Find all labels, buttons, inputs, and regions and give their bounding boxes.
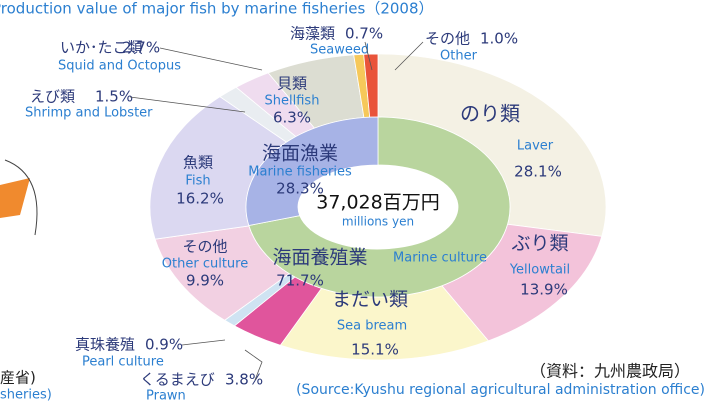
- value-label: 15.1%: [351, 341, 399, 359]
- segment-label-en: Shellfish: [265, 94, 320, 109]
- value-label: 6.3%: [273, 109, 311, 127]
- ring-label-en: Marine culture: [393, 251, 487, 266]
- segment-label-en: Prawn: [146, 389, 186, 402]
- segment-label: その他: [182, 238, 227, 256]
- ring-label-en: Marine fisheries: [248, 165, 352, 180]
- value-label: 9.9%: [186, 272, 224, 290]
- value-label: 1.5%: [95, 88, 133, 106]
- segment-label-en: Other culture: [162, 257, 248, 272]
- fragment: sheries): [0, 388, 52, 402]
- chart-title: Production value of major fish by marine…: [0, 0, 434, 18]
- value-label: 1.0%: [480, 30, 518, 48]
- ring-label: 海面養殖業: [272, 247, 367, 269]
- segment-label-en: Yellowtail: [509, 263, 570, 278]
- segment-label-en: Pearl culture: [82, 355, 164, 370]
- segment-label-en: Fish: [185, 174, 210, 189]
- ring-label: 海面漁業: [262, 143, 338, 165]
- segment-label: その他: [425, 30, 470, 48]
- segment-label: えび類: [30, 88, 75, 106]
- center-label: 37,028百万円: [316, 192, 439, 214]
- chart: Production value of major fish by marine…: [0, 0, 715, 402]
- value-label: 28.3%: [276, 180, 324, 198]
- center-unit: millions yen: [342, 215, 414, 229]
- segment-label-en: Sea bream: [337, 319, 407, 334]
- value-label: 28.1%: [514, 163, 562, 181]
- value-label: 2.7%: [122, 39, 160, 57]
- value-label: 16.2%: [176, 190, 224, 208]
- segment-label: 真珠養殖: [75, 336, 135, 354]
- segment-label-en: Seaweed: [310, 43, 369, 58]
- segment-label: ぶり類: [511, 233, 568, 255]
- segment-label: 魚類: [183, 154, 213, 172]
- segment-label-en: Squid and Octopus: [58, 59, 181, 74]
- segment-label-en: Laver: [517, 139, 554, 154]
- fragment-shape: [0, 178, 30, 218]
- value-label: 0.7%: [345, 25, 383, 43]
- source: (Source:Kyushu regional agricultural adm…: [296, 382, 705, 398]
- segment-label: まだい類: [332, 289, 408, 311]
- leader-line: [182, 340, 225, 345]
- value-label: 13.9%: [520, 281, 568, 299]
- segment-label: のり類: [460, 102, 520, 126]
- source: （資料：九州農政局）: [530, 362, 690, 381]
- segment-label-en: Shrimp and Lobster: [25, 106, 153, 121]
- value-label: 71.7%: [276, 272, 324, 290]
- value-label: 0.9%: [145, 336, 183, 354]
- segment-label: 海藻類: [290, 25, 335, 43]
- fragment: 産省): [0, 369, 36, 387]
- segment-label: くるまえび: [140, 371, 215, 389]
- segment-label: 貝類: [277, 75, 307, 93]
- segment-label-en: Other: [440, 49, 478, 64]
